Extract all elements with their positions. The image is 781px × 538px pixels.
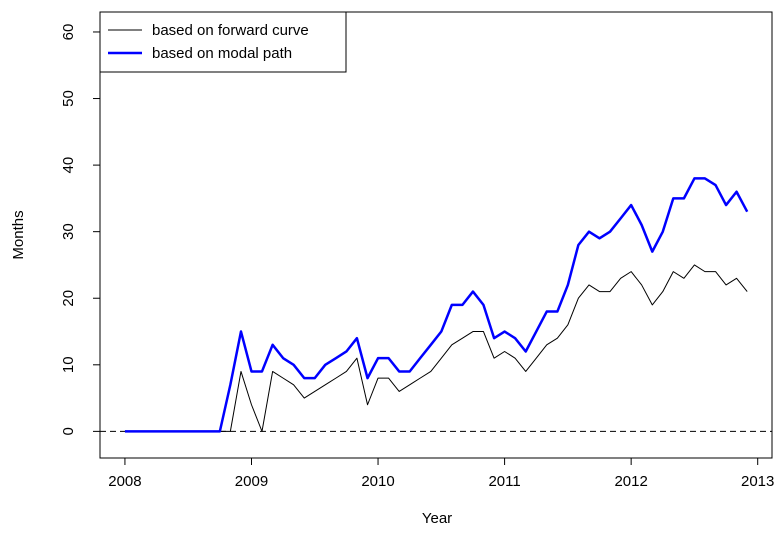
x-tick-label: 2011 xyxy=(488,473,520,490)
x-tick-label: 2009 xyxy=(235,473,268,490)
y-tick-label: 20 xyxy=(60,290,77,307)
x-tick-label: 2010 xyxy=(361,473,394,490)
legend-label: based on forward curve xyxy=(152,22,309,39)
x-tick-label: 2012 xyxy=(614,473,647,490)
y-tick-label: 60 xyxy=(60,24,77,41)
x-axis-label: Year xyxy=(422,510,452,527)
x-tick-label: 2013 xyxy=(741,473,774,490)
y-tick-label: 0 xyxy=(60,427,77,435)
y-axis-label: Months xyxy=(10,210,27,259)
legend-box xyxy=(99,11,347,73)
data-line xyxy=(124,264,748,432)
data-line xyxy=(124,177,749,433)
y-tick-label: 10 xyxy=(60,356,77,373)
x-tick-label: 2008 xyxy=(108,473,141,490)
y-tick-label: 30 xyxy=(60,223,77,240)
legend-label: based on modal path xyxy=(152,45,292,62)
y-tick-label: 50 xyxy=(60,90,77,107)
y-tick-label: 40 xyxy=(60,157,77,174)
plot-frame xyxy=(99,11,773,459)
